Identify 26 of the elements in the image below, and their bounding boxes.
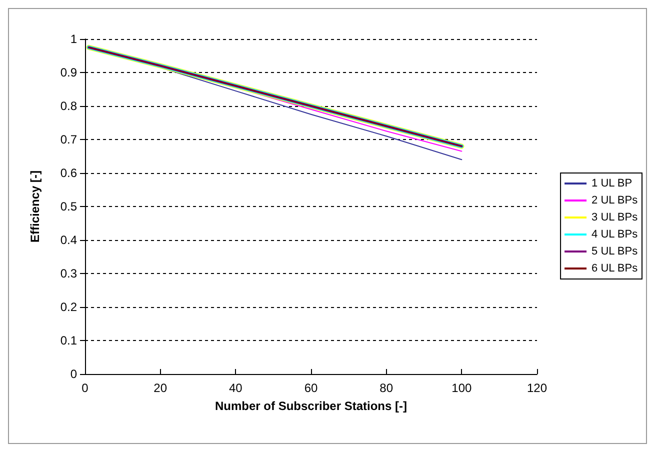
y-axis-title: Efficiency [-] — [28, 170, 42, 243]
y-tick-label: 1 — [70, 32, 78, 46]
legend-label: 1 UL BP — [592, 178, 632, 190]
y-tick-label: 0.1 — [60, 334, 78, 348]
legend-label: 6 UL BPs — [592, 262, 638, 274]
y-tick-label: 0.2 — [60, 300, 78, 314]
legend-label: 3 UL BPs — [592, 212, 638, 224]
x-tick-label: 120 — [526, 381, 548, 395]
x-axis-title: Number of Subscriber Stations [-] — [214, 399, 408, 413]
y-tick-label: 0.4 — [60, 233, 78, 247]
legend-label: 5 UL BPs — [592, 246, 638, 258]
legend-label: 2 UL BPs — [592, 194, 638, 206]
x-tick-label: 0 — [82, 381, 89, 395]
x-tick-label: 40 — [228, 381, 243, 395]
x-tick-label: 20 — [154, 381, 168, 395]
legend-label: 4 UL BPs — [592, 228, 638, 240]
x-tick-label: 100 — [452, 381, 472, 395]
x-tick-label: 80 — [380, 381, 394, 395]
y-tick-label: 0.9 — [60, 66, 78, 80]
y-tick-label: 0.6 — [60, 166, 78, 180]
x-tick-label: 60 — [304, 381, 318, 395]
y-tick-label: 0.7 — [60, 132, 78, 146]
y-tick-label: 0.8 — [60, 99, 78, 113]
y-tick-label: 0.3 — [60, 266, 78, 280]
y-tick-label: 0.5 — [60, 200, 78, 214]
y-tick-label: 0 — [70, 367, 78, 381]
